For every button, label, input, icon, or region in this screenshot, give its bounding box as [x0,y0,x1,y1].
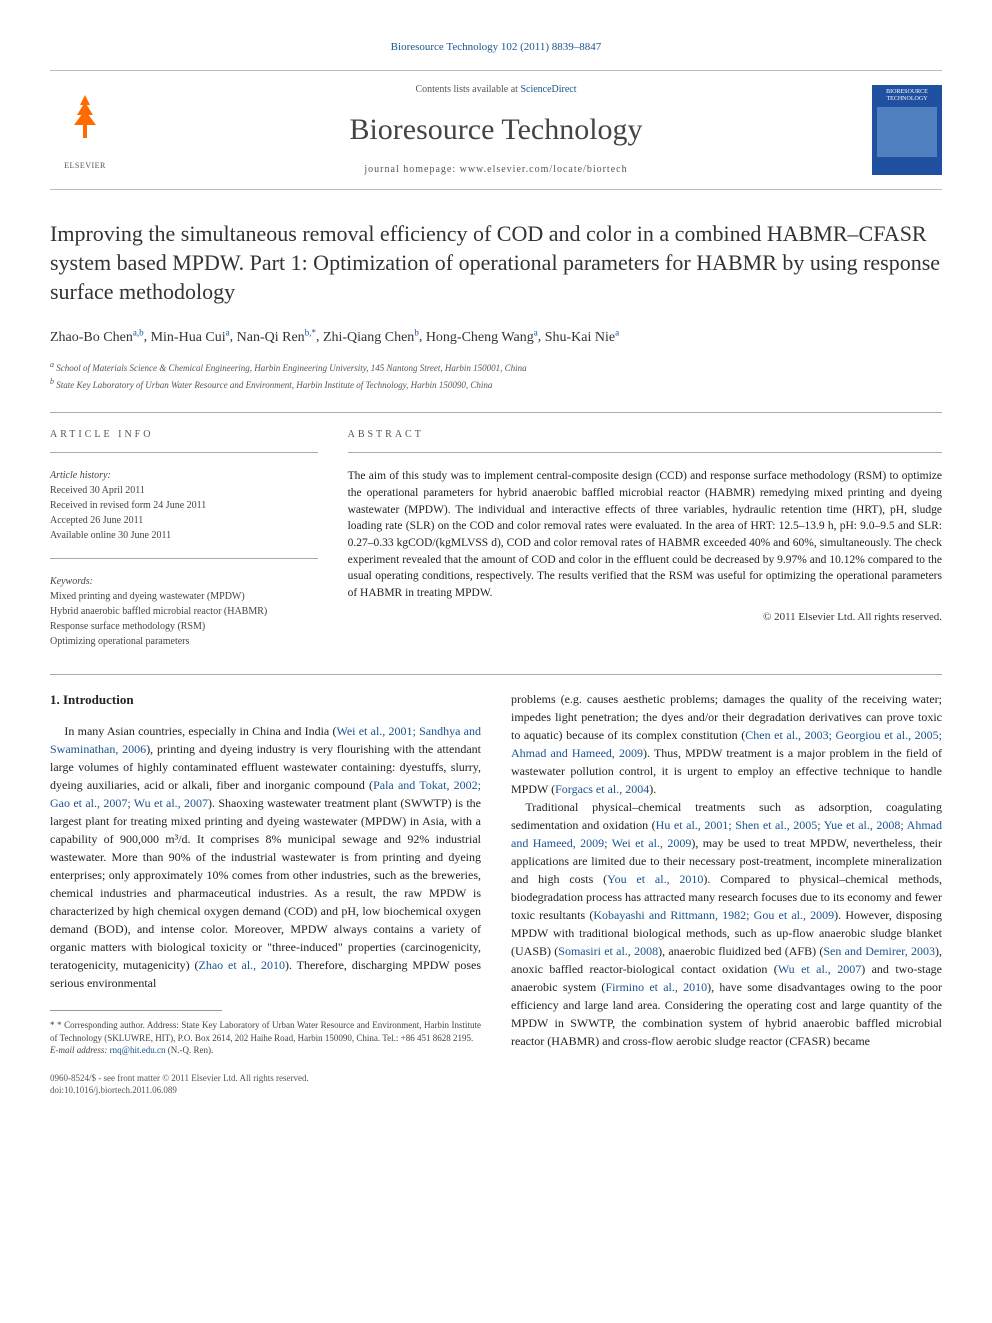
main-two-column: 1. Introduction In many Asian countries,… [50,690,942,1096]
introduction-heading: 1. Introduction [50,690,481,710]
homepage-url[interactable]: www.elsevier.com/locate/biortech [460,164,628,175]
citation-link[interactable]: Forgacs et al., 2004 [555,782,649,796]
email-link[interactable]: rnq@hit.edu.cn [110,1045,166,1055]
abstract-heading: abstract [348,428,942,442]
bottom-metadata: 0960-8524/$ - see front matter © 2011 El… [50,1072,481,1097]
elsevier-tree-icon [60,90,110,160]
author[interactable]: Hong-Cheng Wanga [426,330,538,345]
citation-link[interactable]: Zhao et al., 2010 [199,958,286,972]
abstract-copyright: © 2011 Elsevier Ltd. All rights reserved… [348,610,942,625]
journal-citation-link[interactable]: Bioresource Technology 102 (2011) 8839–8… [50,40,942,55]
journal-cover-thumbnail[interactable]: BIORESOURCE TECHNOLOGY [872,85,942,175]
author[interactable]: Shu-Kai Niea [545,330,619,345]
intro-paragraph-2: Traditional physical–chemical treatments… [511,798,942,1050]
info-abstract-row: article info Article history: Received 3… [50,428,942,649]
author-list: Zhao-Bo Chena,b, Min-Hua Cuia, Nan-Qi Re… [50,326,942,347]
affiliations: a School of Materials Science & Chemical… [50,359,942,392]
author[interactable]: Zhao-Bo Chena,b [50,330,144,345]
keywords-block: Keywords: Mixed printing and dyeing wast… [50,574,318,649]
article-info-heading: article info [50,428,318,442]
right-column: problems (e.g. causes aesthetic problems… [511,690,942,1096]
corresponding-author-footnote: * * Corresponding author. Address: State… [50,1019,481,1057]
citation-link[interactable]: Sen and Demirer, 2003 [823,944,935,958]
citation-link[interactable]: You et al., 2010 [607,872,703,886]
sciencedirect-link[interactable]: ScienceDirect [520,84,576,95]
intro-paragraph-cont: problems (e.g. causes aesthetic problems… [511,690,942,798]
elsevier-label: ELSEVIER [64,160,106,171]
citation-link[interactable]: Somasiri et al., 2008 [558,944,658,958]
footnote-separator [50,1010,222,1011]
contents-line: Contents lists available at ScienceDirec… [120,83,872,97]
intro-paragraph: In many Asian countries, especially in C… [50,722,481,992]
article-info-column: article info Article history: Received 3… [50,428,318,649]
author[interactable]: Min-Hua Cuia [151,330,230,345]
abstract-column: abstract The aim of this study was to im… [348,428,942,649]
author[interactable]: Zhi-Qiang Chenb [323,330,419,345]
article-title: Improving the simultaneous removal effic… [50,220,942,306]
abstract-text: The aim of this study was to implement c… [348,468,942,601]
article-history: Article history: Received 30 April 2011 … [50,468,318,543]
citation-link[interactable]: Firmino et al., 2010 [605,980,707,994]
divider [50,412,942,413]
elsevier-logo[interactable]: ELSEVIER [50,90,120,170]
cover-image-placeholder [877,107,937,157]
header-center: Contents lists available at ScienceDirec… [120,83,872,177]
author[interactable]: Nan-Qi Renb,* [237,330,316,345]
citation-link[interactable]: Wu et al., 2007 [778,962,861,976]
left-column: 1. Introduction In many Asian countries,… [50,690,481,1096]
citation-link[interactable]: Kobayashi and Rittmann, 1982; Gou et al.… [593,908,834,922]
journal-header: ELSEVIER Contents lists available at Sci… [50,70,942,190]
homepage-line: journal homepage: www.elsevier.com/locat… [120,163,872,177]
journal-name: Bioresource Technology [120,109,872,151]
